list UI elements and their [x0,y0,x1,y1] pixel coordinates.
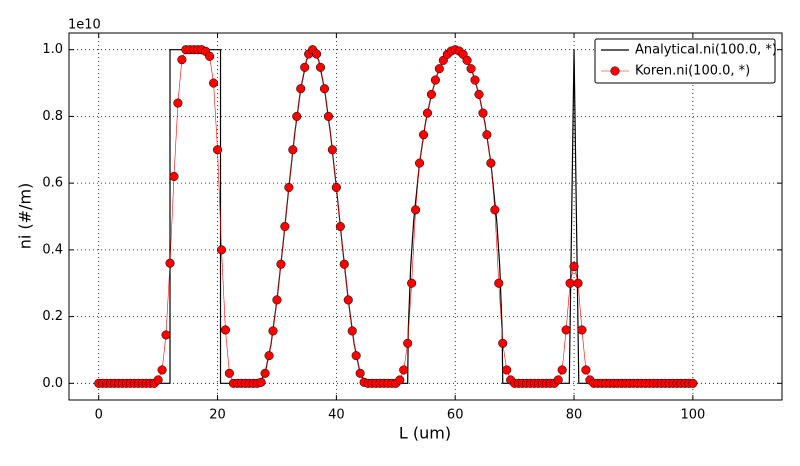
data-point [418,130,429,140]
data-point [276,259,286,269]
data-point [355,368,365,378]
data-point [403,338,413,348]
data-point [486,158,496,168]
plot-frame [68,32,783,401]
x-tick-label: 60 [447,408,464,423]
data-point [569,261,579,272]
data-point [205,51,215,61]
data-point [264,351,274,361]
data-point [177,55,187,65]
data-point [284,182,294,193]
data-point [339,259,349,269]
data-point [165,258,175,268]
data-point [169,171,179,182]
data-point [209,78,219,88]
y-tick-label: 0.2 [42,309,63,324]
data-point [462,55,472,65]
data-point [553,375,563,385]
data-point [577,325,587,335]
data-point [157,365,167,375]
y-tick-label: 0.6 [42,176,63,191]
y-tick-label: 0.4 [42,242,63,257]
data-point [296,84,306,94]
data-point [415,158,425,168]
data-point [288,145,298,155]
data-point [565,278,575,288]
data-point [319,84,330,94]
data-point [688,378,698,388]
legend-box [594,38,776,84]
data-point [300,62,310,72]
data-point [430,75,440,85]
data-point [280,221,290,232]
x-tick-label: 80 [566,408,583,423]
data-point [173,98,183,108]
data-point [470,75,480,85]
data-point [482,130,492,140]
y-axis-label: ni (#/m) [16,183,35,250]
data-point [347,326,357,336]
y-offset-label: 1e10 [68,18,101,33]
data-point [581,365,591,375]
data-point [335,221,345,232]
data-point [490,205,500,215]
data-point [331,182,341,193]
data-point [216,245,227,255]
data-point [292,111,302,121]
x-tick-label: 100 [680,408,705,423]
data-point [466,64,476,74]
data-point [343,295,353,305]
y-tick-label: 0.0 [42,376,63,391]
data-point [327,145,337,155]
data-point [498,338,508,348]
legend-label: Analytical.ni(100.0, *) [635,43,777,58]
data-point [399,365,409,375]
x-tick-label: 0 [95,408,103,423]
data-point [312,49,322,59]
data-point [422,108,433,118]
legend: Analytical.ni(100.0, *) Koren.ni(100.0, *… [594,38,777,84]
data-point [260,368,270,378]
data-point [474,89,484,99]
x-axis-label: L (um) [399,424,451,443]
data-point [272,295,282,305]
data-point [561,325,571,335]
data-point [224,368,234,378]
data-point [161,330,171,340]
data-point [411,205,421,215]
data-point [220,325,230,335]
data-point [502,365,512,375]
data-point [256,377,266,387]
data-point [315,62,326,72]
legend-marker [610,66,620,76]
data-point [407,278,417,288]
data-point [351,351,361,361]
data-point [557,365,567,375]
data-point [478,108,488,118]
data-point [268,326,278,336]
x-tick-label: 20 [209,408,226,423]
x-tick-label: 40 [328,408,345,423]
data-point [323,111,334,121]
data-point [434,64,444,74]
legend-label: Koren.ni(100.0, *) [635,64,750,79]
data-point [395,375,405,385]
data-point [153,375,163,385]
data-point [494,278,504,288]
data-point [426,89,436,99]
data-point [212,145,223,155]
data-point [573,278,583,288]
y-tick-label: 0.8 [42,109,63,124]
y-tick-label: 1.0 [42,42,63,57]
